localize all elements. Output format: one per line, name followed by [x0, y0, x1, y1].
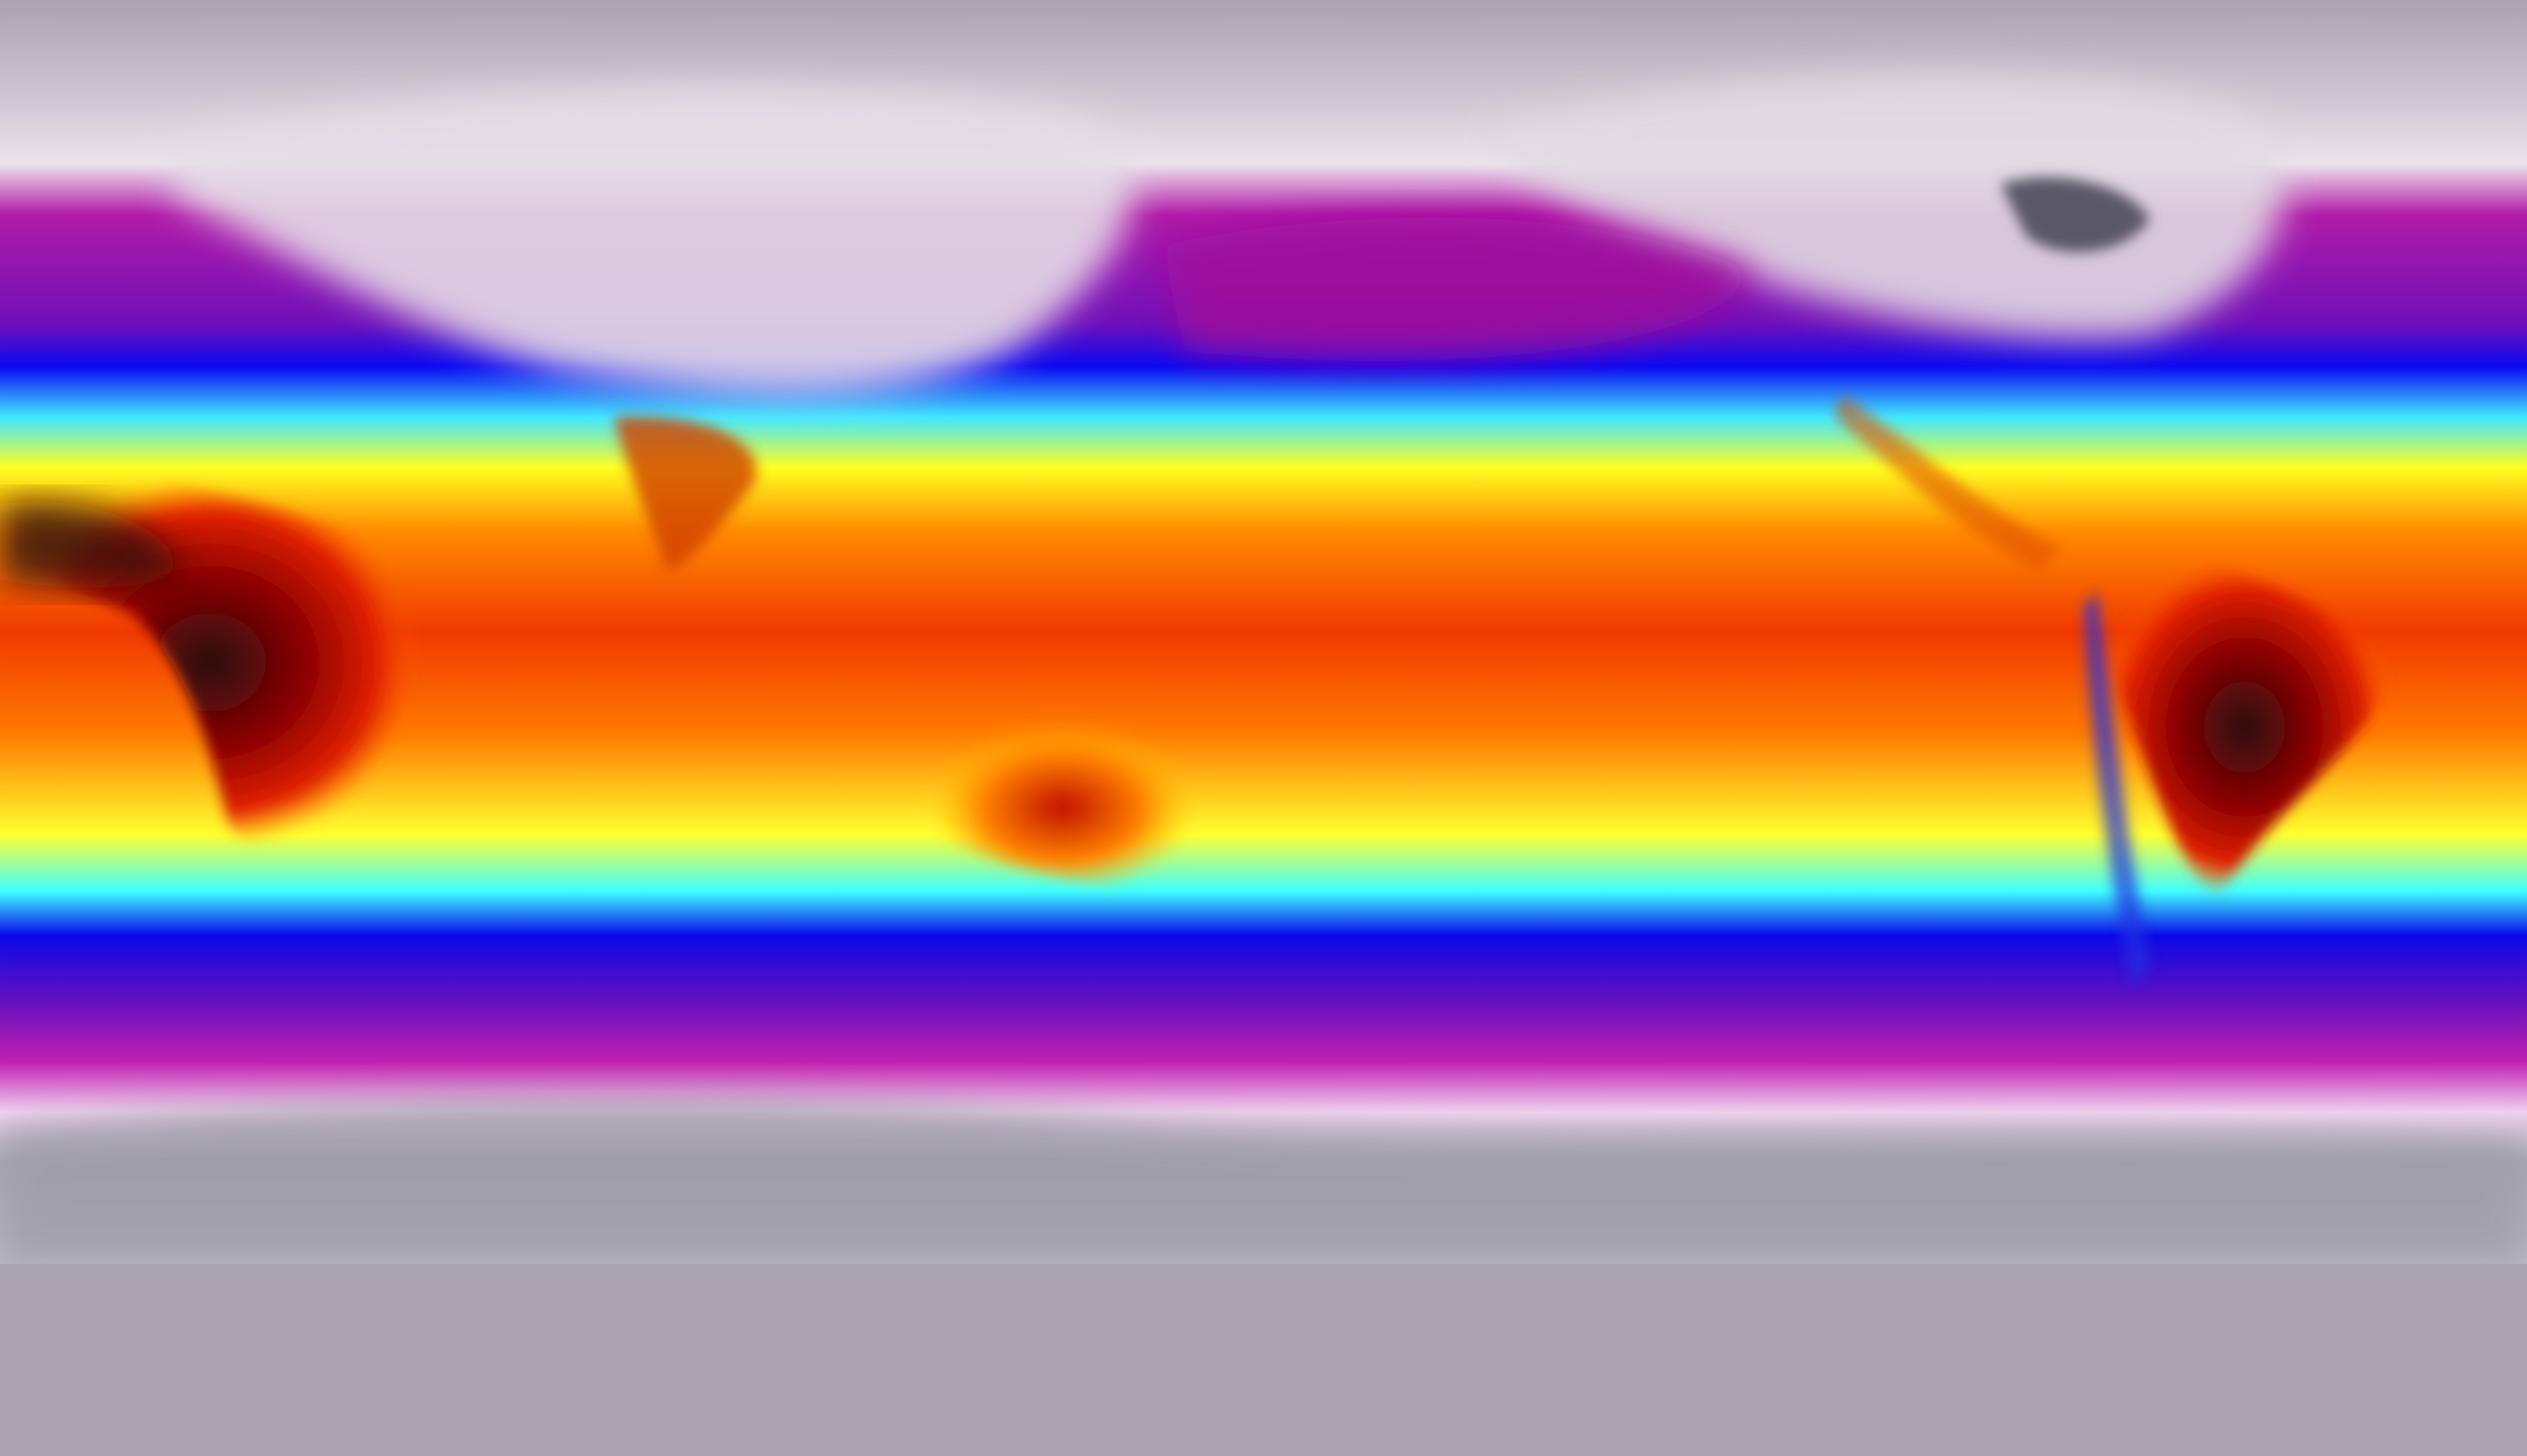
australia-hot-region — [930, 720, 1195, 895]
central-america-warm — [1834, 395, 2062, 571]
north-pacific-magenta — [1162, 217, 1755, 361]
south-america-hot-region — [2093, 555, 2396, 900]
temperature-field — [0, 0, 2527, 1264]
north-america-cold-region — [1491, 73, 2283, 338]
sahara-dark-region — [0, 501, 184, 588]
hudson-bay — [2000, 177, 2150, 253]
global-temperature-map — [0, 0, 2527, 1264]
eurasia-cold-region — [175, 86, 1133, 395]
antarctica-cold-region — [0, 1098, 2527, 1264]
india-warm-region — [614, 416, 757, 571]
andes-cold-strip — [2084, 592, 2150, 988]
